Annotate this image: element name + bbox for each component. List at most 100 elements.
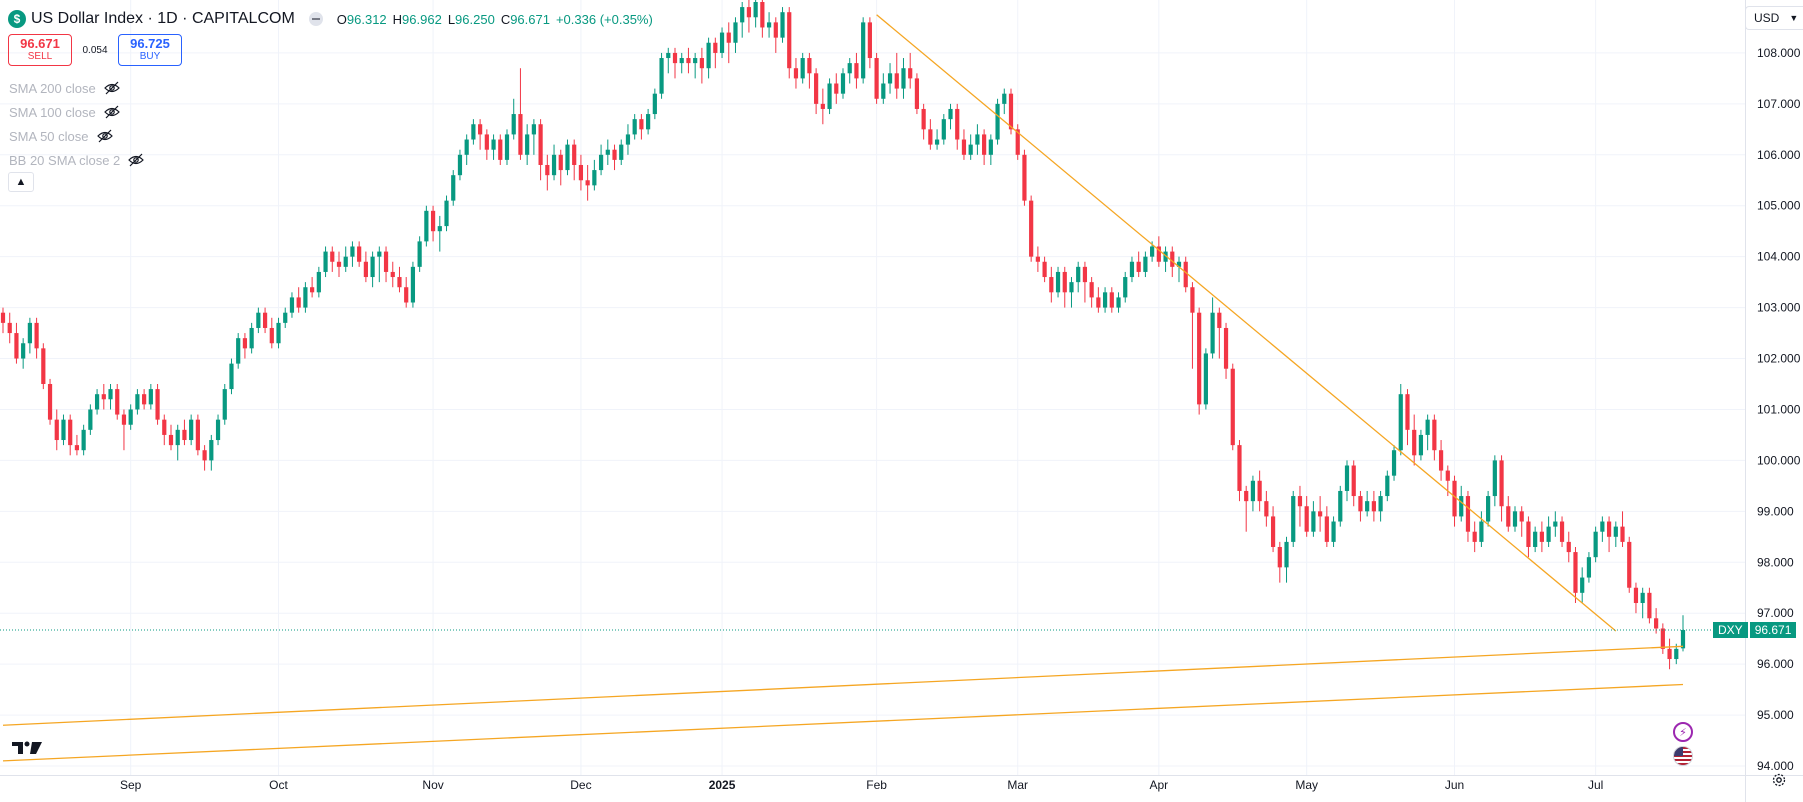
candle-body <box>1385 475 1390 497</box>
indicator-bb-20[interactable]: BB 20 SMA close 2 <box>9 148 145 172</box>
candle-body <box>330 251 335 262</box>
candle-body <box>894 73 899 89</box>
last-price-tag: DXY 96.671 <box>1713 621 1797 638</box>
collapse-indicators-button[interactable]: ▲ <box>8 172 34 192</box>
indicator-sma-50[interactable]: SMA 50 close <box>9 124 144 148</box>
candle-body <box>343 256 348 267</box>
candle-body <box>538 124 543 165</box>
candle-body <box>1613 526 1618 537</box>
candle-body <box>1291 496 1296 542</box>
candle-body <box>182 429 187 441</box>
time-tick-label: Sep <box>120 778 142 792</box>
candle-body <box>491 139 496 150</box>
candle-body <box>1116 297 1121 308</box>
candle-body <box>733 22 738 43</box>
candle-body <box>336 261 342 267</box>
candle-body <box>1250 480 1256 502</box>
candle-body <box>27 322 32 344</box>
high-value: 96.962 <box>402 11 442 27</box>
candle-body <box>1311 511 1316 532</box>
candle-body <box>94 394 100 410</box>
price-tick-label: 108.000 <box>1757 46 1801 60</box>
symbol-title[interactable]: US Dollar Index · 1D · CAPITALCOM <box>31 10 295 27</box>
candle-body <box>1096 297 1101 308</box>
candle-body <box>1210 312 1215 354</box>
candle-body <box>1633 587 1639 604</box>
candle-body <box>693 58 698 64</box>
candle-body <box>88 409 93 430</box>
candle-body <box>262 312 268 328</box>
candle-body <box>1472 531 1477 542</box>
chevron-up-icon: ▲ <box>15 176 27 188</box>
candle-body <box>1606 521 1612 537</box>
candle-body <box>1049 277 1054 293</box>
candle-body <box>531 124 536 135</box>
candle-body <box>847 63 852 74</box>
candle-body <box>498 139 503 160</box>
candle-body <box>34 322 39 349</box>
candle-body <box>1438 450 1444 471</box>
candle-body <box>424 210 429 242</box>
hidden-eye-icon[interactable] <box>103 104 120 120</box>
candle-body <box>1318 511 1323 517</box>
indicator-sma-200[interactable]: SMA 200 close <box>9 76 144 100</box>
candle-body <box>1600 521 1605 532</box>
price-tick-label: 103.000 <box>1757 301 1801 315</box>
time-tick-label: Mar <box>1007 778 1028 792</box>
price-tick-label: 97.000 <box>1757 606 1794 620</box>
candle-body <box>1190 287 1195 313</box>
candle-body <box>592 170 597 186</box>
candle-body <box>545 164 550 176</box>
price-tick-label: 104.000 <box>1757 250 1801 264</box>
candle-body <box>1559 521 1565 542</box>
candle-body <box>1197 312 1202 405</box>
indicator-label: BB 20 SMA close 2 <box>9 152 121 168</box>
candle-body <box>1284 541 1289 568</box>
candle-body <box>948 108 953 120</box>
currency-label: USD <box>1754 11 1780 25</box>
candle-body <box>666 52 671 59</box>
buy-price: 96.725 <box>130 36 170 51</box>
candle-body <box>605 149 610 155</box>
candle-body <box>7 322 12 334</box>
candle-body <box>995 103 1000 140</box>
candle-body <box>585 180 590 186</box>
indicator-sma-100[interactable]: SMA 100 close <box>9 100 144 124</box>
hidden-eye-icon[interactable] <box>96 128 113 144</box>
candle-body <box>1082 266 1088 283</box>
buy-button[interactable]: 96.725 BUY <box>118 34 182 66</box>
candle-body <box>1123 277 1128 298</box>
chart-legend-header: $ US Dollar Index · 1D · CAPITALCOM O96.… <box>8 8 653 30</box>
sell-button[interactable]: 96.671 SELL <box>8 34 72 66</box>
candle-body <box>632 119 637 135</box>
hidden-eye-icon[interactable] <box>128 152 145 168</box>
candle-body <box>195 419 200 451</box>
candle-body <box>1492 460 1497 497</box>
gear-icon[interactable] <box>1771 772 1787 788</box>
candle-body <box>1109 292 1114 308</box>
us-flag-icon[interactable] <box>1673 746 1693 766</box>
candle-body <box>484 134 489 150</box>
candle-body <box>1459 496 1464 517</box>
change-value: +0.336 (+0.35%) <box>555 11 653 27</box>
indicator-label: SMA 100 close <box>9 104 96 120</box>
candle-body <box>410 266 416 303</box>
price-tick-label: 99.000 <box>1757 504 1794 518</box>
candle-body <box>834 83 839 94</box>
candle-body <box>1129 261 1135 278</box>
lightning-icon[interactable]: ⚡ <box>1673 722 1693 742</box>
candle-body <box>1136 261 1141 272</box>
candle-body <box>209 440 214 461</box>
candle-body <box>955 108 960 140</box>
currency-selector[interactable]: USD ▼ <box>1745 6 1803 30</box>
candle-body <box>1627 541 1632 588</box>
candle-body <box>1365 501 1370 512</box>
candle-body <box>1203 353 1208 405</box>
candle-body <box>975 134 980 145</box>
candle-body <box>753 2 758 18</box>
time-tick-label: 2025 <box>709 778 736 792</box>
candle-body <box>269 327 274 344</box>
hidden-eye-icon[interactable] <box>103 80 120 96</box>
candle-body <box>47 384 53 420</box>
